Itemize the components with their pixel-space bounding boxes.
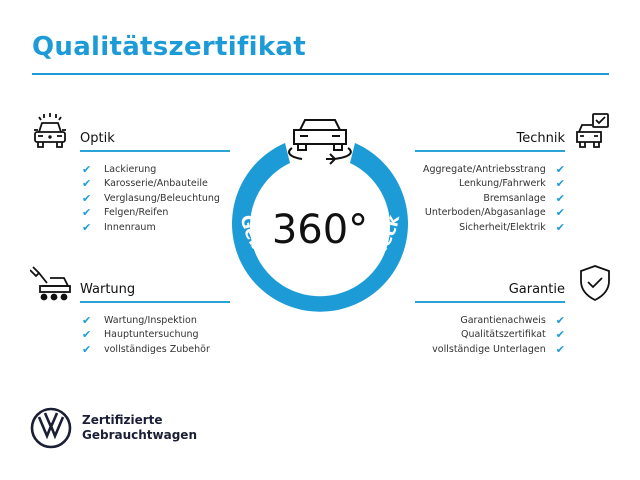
footer-brand-text: Zertifizierte Gebrauchtwagen: [82, 413, 197, 442]
check-icon: ✔: [555, 206, 565, 220]
section-heading: Technik: [415, 131, 565, 152]
check-icon: ✔: [555, 342, 565, 356]
check-icon: ✔: [555, 191, 565, 205]
section-technik: Technik Aggregate/Antriebsstrang ✔ Lenkun…: [415, 131, 565, 235]
check-icon: ✔: [555, 162, 565, 176]
section-heading: Wartung: [80, 282, 230, 303]
list-item: ✔ Verglasung/Beleuchtung: [82, 191, 220, 205]
service-cart-icon: [30, 266, 71, 301]
check-icon: ✔: [82, 328, 92, 342]
shield-check-icon: [580, 265, 610, 302]
list-item: ✔ Innenraum: [82, 220, 156, 234]
check-icon: ✔: [555, 220, 565, 234]
check-icon: ✔: [555, 313, 565, 327]
section-heading: Garantie: [415, 282, 565, 303]
list-item: Lenkung/Fahrwerk ✔: [458, 177, 565, 191]
section-wartung: Wartung ✔ Wartung/Inspektion ✔ Hauptunters…: [80, 282, 230, 357]
list-item: ✔ Hauptuntersuchung: [82, 328, 199, 342]
list-item: ✔ Lackierung: [82, 162, 157, 176]
check-360-badge: Gebrauchtwagen-Check 360°: [232, 119, 409, 312]
list-item: Qualitätszertifikat ✔: [460, 328, 565, 342]
list-item: Garantienachweis ✔: [460, 313, 565, 327]
check-icon: ✔: [82, 191, 92, 205]
section-optik: Optik ✔ Lackierung ✔ Karosserie/Anbauteile…: [80, 131, 230, 235]
car-lights-icon: [34, 113, 66, 148]
list-item: Unterboden/Abgasanlage ✔: [424, 206, 565, 220]
check-icon: ✔: [82, 162, 92, 176]
car-rotate-icon: [288, 119, 352, 165]
car-check-icon: [576, 113, 609, 148]
list-item: ✔ vollständiges Zubehör: [82, 342, 210, 356]
page-title: Qualitätszertifikat: [32, 32, 306, 62]
list-item: ✔ Wartung/Inspektion: [82, 313, 197, 327]
check-icon: ✔: [555, 177, 565, 191]
list-item: ✔ Felgen/Reifen: [82, 206, 169, 220]
check-icon: ✔: [82, 342, 92, 356]
check-icon: ✔: [82, 313, 92, 327]
list-item: vollständige Unterlagen ✔: [432, 342, 565, 356]
section-heading: Optik: [80, 131, 230, 152]
vw-logo: [30, 407, 72, 449]
list-item: Aggregate/Antriebsstrang ✔: [422, 162, 565, 176]
section-garantie: Garantie Garantienachweis ✔ Qualitätszert…: [415, 282, 565, 357]
check-icon: ✔: [82, 220, 92, 234]
list-item: Sicherheit/Elektrik ✔: [459, 220, 565, 234]
check-icon: ✔: [82, 206, 92, 220]
list-item: ✔ Karosserie/Anbauteile: [82, 177, 208, 191]
list-item: Bremsanlage ✔: [483, 191, 565, 205]
degrees-label: 360°: [272, 207, 368, 253]
check-icon: ✔: [555, 328, 565, 342]
check-icon: ✔: [82, 177, 92, 191]
divider: [32, 73, 609, 75]
